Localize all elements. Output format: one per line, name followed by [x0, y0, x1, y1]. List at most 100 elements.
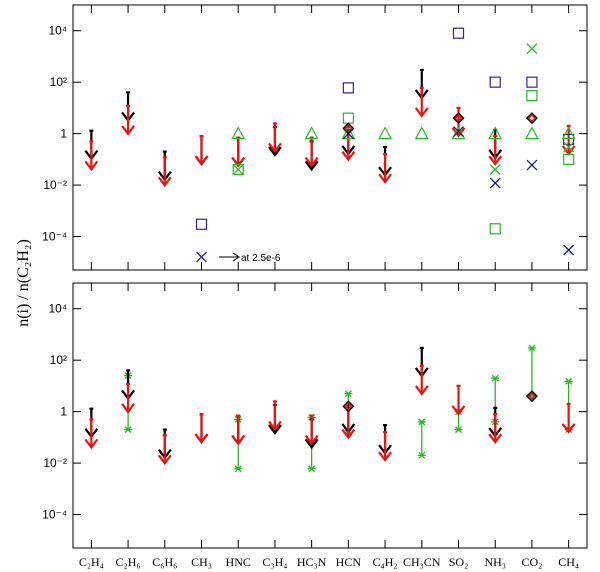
y-tick-label: 10⁻²: [43, 456, 67, 470]
red-upper-limit-head: [84, 438, 99, 450]
red-upper-limit-head: [157, 454, 172, 466]
diamond-red: [527, 114, 536, 123]
red-upper-limit: [488, 135, 503, 166]
y-axis-label: n(i) / n(C₂H₂): [15, 239, 32, 327]
red-upper-limit-head: [304, 434, 319, 446]
red-upper-limit-head: [378, 451, 392, 462]
green-cross-stroke: [526, 43, 538, 55]
offscale-cross-stroke: [196, 251, 207, 263]
green-triangle: [414, 126, 429, 140]
diamond-black: [525, 112, 538, 125]
red-upper-limit-head: [84, 160, 99, 172]
red-upper-limit: [378, 153, 392, 184]
red-upper-limit-head: [194, 433, 209, 444]
category-label: C₂H₄: [79, 555, 104, 569]
red-upper-limit: [414, 86, 429, 118]
red-upper-limit-head: [341, 150, 356, 162]
green-range: [417, 418, 426, 459]
offscale-cross: [196, 251, 207, 263]
green-square: [563, 153, 575, 165]
red-upper-limit-head: [231, 156, 246, 168]
green-asterisk: [491, 374, 500, 382]
red-upper-limit: [194, 413, 209, 444]
red-upper-limit: [121, 104, 135, 136]
y-tick-label: 1: [60, 405, 67, 419]
navy-cross-stroke: [489, 177, 501, 189]
green-triangle: [561, 126, 576, 140]
purple-square: [342, 82, 354, 94]
green-asterisk: [417, 451, 426, 459]
offscale-arrow-head: [232, 252, 240, 262]
red-upper-limit: [341, 408, 356, 440]
asterisk-stroke: [528, 344, 536, 352]
green-asterisk: [307, 465, 316, 473]
purple-square: [489, 76, 501, 88]
diamond-red: [454, 114, 463, 123]
red-upper-limit: [561, 402, 576, 434]
navy-cross: [489, 177, 501, 189]
red-upper-limit-head: [414, 385, 429, 396]
asterisk-stroke: [455, 426, 462, 434]
category-label: CH₄: [558, 555, 579, 569]
red-upper-limit: [194, 135, 209, 166]
red-upper-limit: [231, 136, 246, 168]
category-label: C₂H₆: [116, 555, 141, 569]
green-triangle: [378, 126, 393, 140]
diamond-red: [344, 124, 353, 133]
red-upper-limit-head: [451, 127, 466, 138]
red-upper-limit: [451, 384, 466, 416]
red-upper-limit-head: [488, 155, 503, 166]
navy-cross: [453, 126, 464, 138]
top-panel-frame: [72, 4, 588, 271]
y-tick-label: 1: [60, 127, 67, 141]
asterisk-stroke: [491, 374, 499, 382]
red-upper-limit: [488, 413, 503, 444]
y-tick-label: 10⁴: [48, 302, 67, 316]
red-upper-limit-head: [121, 403, 135, 414]
purple-square: [563, 133, 575, 145]
red-upper-limit: [231, 414, 246, 446]
red-upper-limit-head: [451, 405, 466, 416]
red-upper-limit-head: [561, 423, 576, 434]
green-square: [526, 90, 538, 102]
red-upper-limit-head: [194, 155, 209, 166]
asterisk-stroke: [565, 377, 573, 385]
category-labels: C₂H₄ C₂H₆ C₆H₆ CH₃ HNC C₃H₄ HC₃N HCN C₄H₂ CH₃CN SO…: [79, 555, 579, 569]
red-upper-limit: [121, 382, 135, 414]
green-square: [232, 163, 244, 176]
offscale-label: at 2.5e-6: [241, 253, 281, 264]
red-upper-limit: [268, 400, 282, 432]
green-triangle: [524, 126, 539, 140]
navy-cross: [563, 244, 575, 256]
green-cross: [489, 164, 501, 176]
y-tick-label: 10⁻²: [43, 178, 67, 192]
green-asterisk: [417, 418, 426, 426]
asterisk-stroke: [528, 392, 536, 400]
green-square: [342, 112, 354, 124]
green-cross: [563, 141, 575, 153]
green-range: [527, 344, 536, 400]
category-label: C₆H₆: [152, 555, 177, 569]
red-upper-limit-head: [231, 434, 246, 446]
navy-cross-stroke: [563, 244, 575, 256]
y-tick-label: 10²: [50, 75, 67, 89]
black-upper-limit-head: [304, 160, 319, 172]
asterisk-stroke: [124, 426, 132, 434]
green-triangle: [341, 126, 356, 140]
asterisk-stroke: [234, 465, 242, 473]
green-triangle: [231, 126, 246, 140]
category-label: CH₃CN: [403, 555, 441, 569]
category-label: HCN: [336, 555, 362, 569]
green-square: [489, 223, 501, 235]
green-cross-stroke: [563, 141, 575, 153]
category-label: HNC: [226, 555, 251, 569]
green-asterisk: [564, 377, 573, 385]
bottom-panel: 10⁻⁴ 10⁻² 1 10² 10⁴: [42, 282, 588, 549]
diamond-black: [342, 122, 355, 135]
red-upper-limit-head: [341, 428, 356, 440]
diamond-red: [344, 402, 353, 411]
navy-cross-stroke: [526, 159, 538, 171]
y-tick-label: 10²: [50, 353, 67, 367]
purple-square: [526, 76, 538, 88]
asterisk-stroke: [308, 465, 316, 473]
